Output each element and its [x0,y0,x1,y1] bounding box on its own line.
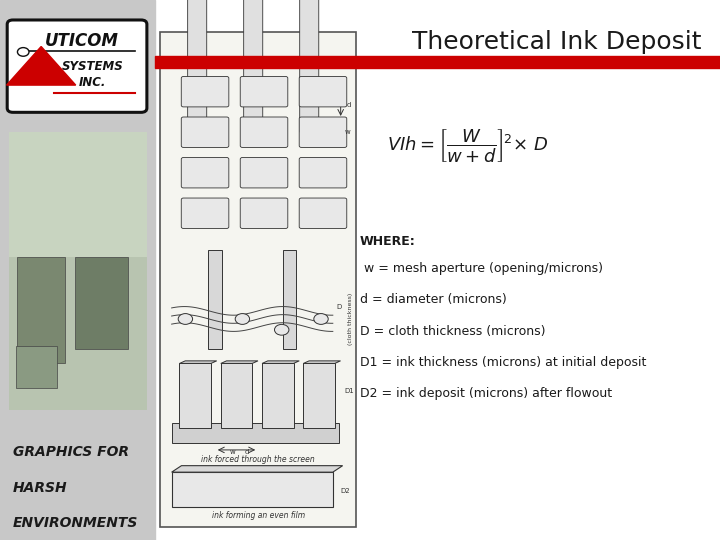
Circle shape [17,48,29,56]
Bar [160,32,356,526]
FancyBboxPatch shape [181,198,229,228]
Bar [283,250,297,349]
Polygon shape [179,361,217,363]
Bar [171,423,338,442]
Text: D2: D2 [341,488,351,494]
Bar [179,363,211,428]
Text: WHERE:: WHERE: [360,235,415,248]
Text: SYSTEMS: SYSTEMS [61,59,123,73]
Circle shape [274,325,289,335]
FancyBboxPatch shape [300,117,347,147]
Bar [75,258,127,349]
FancyBboxPatch shape [181,77,229,107]
Text: D2 = ink deposit (microns) after flowout: D2 = ink deposit (microns) after flowout [360,387,612,400]
Polygon shape [303,361,341,363]
Bar [262,363,294,428]
Bar [155,56,720,68]
Text: UTICOM: UTICOM [45,32,119,50]
FancyBboxPatch shape [240,77,288,107]
Circle shape [178,314,192,325]
Polygon shape [262,361,300,363]
Text: $VIh = \left[\dfrac{W}{w+d}\right]^{\!2}\!\times\, D$: $VIh = \left[\dfrac{W}{w+d}\right]^{\!2}… [387,127,549,164]
Text: ENVIRONMENTS: ENVIRONMENTS [13,516,138,530]
FancyBboxPatch shape [300,0,319,133]
Text: D = cloth thickness (microns): D = cloth thickness (microns) [360,325,546,338]
Bar [9,258,147,410]
Text: w: w [344,129,350,135]
Polygon shape [171,465,343,472]
FancyBboxPatch shape [181,158,229,188]
FancyBboxPatch shape [240,198,288,228]
FancyBboxPatch shape [181,117,229,147]
Text: Theoretical Ink Deposit: Theoretical Ink Deposit [413,30,702,53]
Text: INC.: INC. [78,76,106,90]
Text: ink forming an even film: ink forming an even film [212,511,305,519]
Bar [16,347,57,388]
Text: D1: D1 [345,388,354,394]
Text: D: D [337,304,342,310]
Bar [208,250,222,349]
Text: ink forced through the screen: ink forced through the screen [202,455,315,464]
Text: D1 = ink thickness (microns) at initial deposit: D1 = ink thickness (microns) at initial … [360,356,647,369]
Bar [0,0,155,540]
Bar [9,132,147,258]
FancyBboxPatch shape [300,77,347,107]
Bar [17,258,66,363]
Text: w = mesh aperture (opening/microns): w = mesh aperture (opening/microns) [360,262,603,275]
FancyBboxPatch shape [300,198,347,228]
Text: w: w [230,449,235,455]
Polygon shape [221,361,258,363]
FancyBboxPatch shape [300,158,347,188]
Text: (cloth thickness): (cloth thickness) [348,293,353,345]
FancyBboxPatch shape [243,0,263,133]
Text: HARSH: HARSH [13,481,68,495]
FancyBboxPatch shape [240,117,288,147]
Circle shape [314,314,328,325]
FancyBboxPatch shape [188,0,207,133]
Text: d = diameter (microns): d = diameter (microns) [360,293,507,306]
FancyBboxPatch shape [171,472,333,507]
Circle shape [235,314,250,325]
Polygon shape [6,46,76,85]
Text: d: d [245,449,250,455]
Bar [221,363,252,428]
Text: GRAPHICS FOR: GRAPHICS FOR [13,446,129,460]
Text: d: d [346,102,351,108]
Bar [303,363,335,428]
FancyBboxPatch shape [240,158,288,188]
FancyBboxPatch shape [7,20,147,112]
